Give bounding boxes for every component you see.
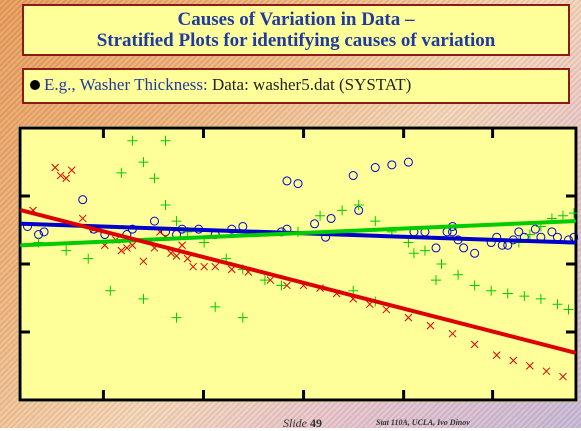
data-point-plus xyxy=(149,173,160,184)
data-point-x xyxy=(448,329,457,338)
scatter-chart xyxy=(18,126,578,402)
data-point-plus xyxy=(237,312,248,323)
data-point-x xyxy=(62,174,71,183)
data-point-circle xyxy=(149,216,159,226)
data-point-plus xyxy=(160,135,171,146)
data-point-plus xyxy=(116,167,127,178)
plot-frame xyxy=(18,126,578,402)
footer-credit: Stat 110A, UCLA, Ivo Dinov xyxy=(376,418,470,427)
title-line-2: Stratified Plots for identifying causes … xyxy=(96,30,496,51)
data-point-circle xyxy=(282,176,292,186)
data-point-plus xyxy=(138,157,149,168)
data-point-x xyxy=(404,313,413,322)
data-point-plus xyxy=(315,210,326,221)
data-point-circle xyxy=(387,160,397,170)
data-point-plus xyxy=(259,275,270,286)
data-point-x xyxy=(128,241,137,250)
data-point-x xyxy=(470,340,479,349)
data-point-plus xyxy=(138,293,149,304)
slide-title: Causes of Variation in Data – Stratified… xyxy=(22,4,570,56)
data-point-plus xyxy=(408,248,419,259)
data-point-circle xyxy=(403,157,413,167)
data-point-circle xyxy=(78,195,88,205)
data-point-circle xyxy=(459,243,469,253)
data-point-circle xyxy=(514,227,524,237)
data-point-circle xyxy=(370,163,380,173)
data-point-plus xyxy=(160,200,171,211)
data-point-plus xyxy=(552,299,563,310)
footer-slide-value: 49 xyxy=(310,416,322,430)
data-point-plus xyxy=(436,259,447,269)
data-point-x xyxy=(426,321,435,330)
data-point-plus xyxy=(83,253,94,264)
footer-slide-number: Slide 49 xyxy=(283,416,322,431)
data-point-x xyxy=(200,262,209,271)
data-point-x xyxy=(542,367,551,376)
data-point-x xyxy=(56,171,65,180)
data-point-x xyxy=(178,241,186,250)
data-point-plus xyxy=(127,135,138,146)
data-point-x xyxy=(559,372,567,381)
data-point-x xyxy=(183,254,192,263)
data-point-x xyxy=(509,356,518,365)
data-point-x xyxy=(492,351,501,359)
data-point-x xyxy=(123,244,131,252)
data-point-plus xyxy=(276,280,287,291)
data-point-x xyxy=(78,214,87,223)
data-point-x xyxy=(525,361,534,370)
data-point-plus xyxy=(519,291,530,302)
footer-slide-label: Slide xyxy=(283,416,307,430)
data-point-plus xyxy=(453,269,464,280)
data-point-plus xyxy=(563,304,574,315)
data-point-x xyxy=(382,305,391,314)
data-point-plus xyxy=(431,275,441,286)
data-point-plus xyxy=(337,205,348,216)
plot-border xyxy=(18,126,578,402)
data-point-plus xyxy=(171,312,182,323)
bullet-icon xyxy=(30,80,40,90)
data-point-circle xyxy=(470,248,480,258)
data-point-circle xyxy=(326,213,336,223)
data-point-circle xyxy=(39,227,49,237)
data-point-plus xyxy=(524,229,535,240)
data-point-x xyxy=(172,252,181,260)
bullet-rest: Data: washer5.dat (SYSTAT) xyxy=(207,75,412,94)
data-point-circle xyxy=(547,227,557,237)
data-point-plus xyxy=(535,293,546,304)
data-point-x xyxy=(117,246,126,255)
data-point-circle xyxy=(431,243,441,253)
data-point-plus xyxy=(419,245,430,256)
data-point-x xyxy=(266,276,275,284)
data-point-circle xyxy=(530,224,540,234)
data-point-plus xyxy=(403,237,414,248)
data-point-plus xyxy=(353,200,364,211)
data-point-x xyxy=(139,257,148,266)
data-point-plus xyxy=(469,280,480,291)
data-point-x xyxy=(211,262,220,271)
bullet-box: E.g., Washer Thickness: Data: washer5.da… xyxy=(22,68,570,104)
data-point-x xyxy=(189,262,197,271)
data-point-x xyxy=(51,163,59,172)
data-point-plus xyxy=(61,245,72,256)
data-point-circle xyxy=(310,219,320,229)
data-point-circle xyxy=(348,171,358,181)
fit-line xyxy=(20,208,576,355)
data-point-plus xyxy=(370,216,381,227)
title-line-1: Causes of Variation in Data – xyxy=(177,9,415,30)
data-point-plus xyxy=(105,285,116,296)
data-point-x xyxy=(283,281,291,290)
data-point-plus xyxy=(502,288,513,299)
data-point-plus xyxy=(210,301,221,312)
data-point-plus xyxy=(557,210,568,221)
data-point-x xyxy=(67,166,76,175)
fit-line xyxy=(20,219,576,248)
data-point-circle xyxy=(293,179,303,189)
bullet-prefix: E.g., Washer Thickness: xyxy=(44,75,208,94)
data-point-plus xyxy=(171,216,182,227)
data-point-plus xyxy=(569,208,578,219)
data-point-circle xyxy=(448,227,458,237)
data-point-plus xyxy=(486,285,497,296)
